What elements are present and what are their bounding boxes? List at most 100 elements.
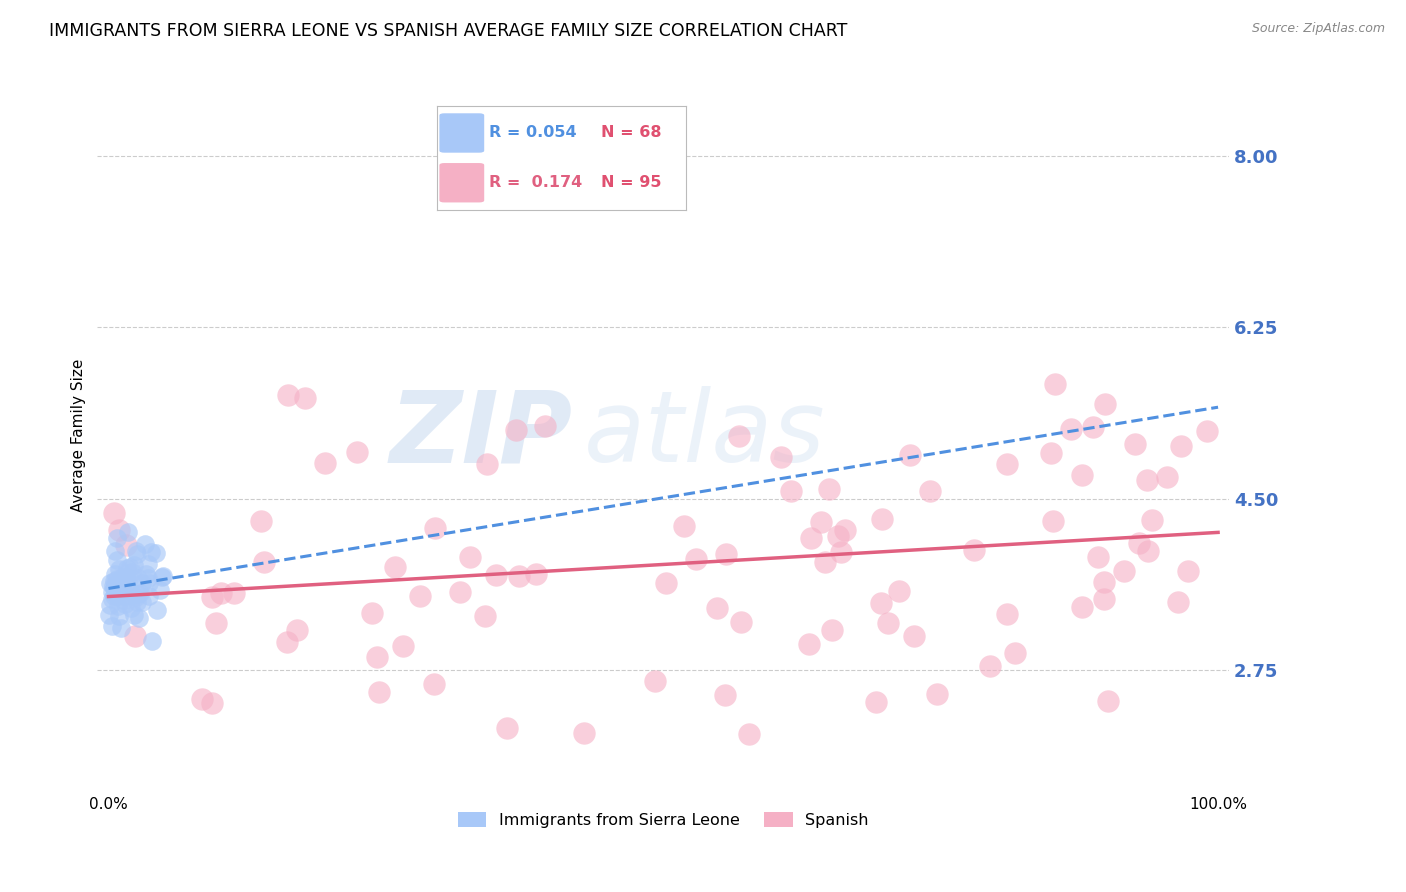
Point: [104, 566, 127, 581]
Point: [869, 596, 891, 610]
Point: [205, 616, 228, 631]
Point: [100, 619, 122, 633]
Point: [827, 528, 849, 542]
Point: [201, 696, 224, 710]
Point: [122, 558, 145, 572]
Point: [117, 524, 139, 539]
Point: [730, 615, 752, 629]
Point: [877, 615, 900, 630]
Point: [277, 388, 299, 402]
Point: [108, 609, 131, 624]
Point: [125, 548, 148, 562]
Point: [384, 560, 406, 574]
Point: [1042, 514, 1064, 528]
Point: [138, 589, 160, 603]
Point: [105, 578, 128, 592]
Text: IMMIGRANTS FROM SIERRA LEONE VS SPANISH AVERAGE FAMILY SIZE CORRELATION CHART: IMMIGRANTS FROM SIERRA LEONE VS SPANISH …: [49, 22, 848, 40]
Point: [118, 560, 141, 574]
Point: [250, 514, 273, 528]
Point: [572, 726, 595, 740]
Point: [1156, 470, 1178, 484]
Point: [110, 575, 132, 590]
Point: [737, 727, 759, 741]
Point: [870, 512, 893, 526]
Point: [1136, 544, 1159, 558]
Point: [475, 457, 498, 471]
Point: [1140, 512, 1163, 526]
Point: [925, 687, 948, 701]
Point: [728, 428, 751, 442]
Point: [115, 560, 138, 574]
Text: ZIP: ZIP: [389, 386, 572, 483]
Point: [191, 691, 214, 706]
Point: [134, 537, 156, 551]
Point: [103, 574, 125, 588]
Point: [1112, 564, 1135, 578]
Point: [276, 635, 298, 649]
Point: [120, 600, 142, 615]
Point: [114, 571, 136, 585]
Point: [115, 570, 138, 584]
Point: [103, 579, 125, 593]
Point: [474, 609, 496, 624]
Point: [127, 571, 149, 585]
Point: [391, 639, 413, 653]
Point: [110, 575, 132, 590]
Point: [125, 544, 148, 558]
Point: [1071, 467, 1094, 482]
Point: [409, 589, 432, 603]
Point: [114, 538, 136, 552]
Point: [810, 516, 832, 530]
Point: [533, 419, 555, 434]
Point: [107, 599, 129, 613]
Point: [112, 584, 135, 599]
Point: [152, 569, 174, 583]
Point: [124, 590, 146, 604]
Point: [111, 575, 134, 590]
Point: [111, 570, 134, 584]
Point: [834, 523, 856, 537]
Point: [865, 695, 887, 709]
Point: [716, 548, 738, 562]
Point: [963, 543, 986, 558]
Point: [150, 570, 173, 584]
Point: [800, 532, 823, 546]
Point: [995, 607, 1018, 621]
Point: [129, 586, 152, 600]
Point: [100, 598, 122, 612]
Point: [425, 521, 447, 535]
Point: [797, 637, 820, 651]
Point: [120, 585, 142, 599]
Point: [779, 483, 801, 498]
Point: [105, 589, 128, 603]
Text: Source: ZipAtlas.com: Source: ZipAtlas.com: [1251, 22, 1385, 36]
Point: [114, 577, 136, 591]
Point: [104, 544, 127, 558]
Point: [1004, 646, 1026, 660]
Point: [814, 555, 837, 569]
Point: [103, 581, 125, 595]
Point: [508, 568, 530, 582]
Point: [125, 595, 148, 609]
Point: [110, 621, 132, 635]
Point: [253, 555, 276, 569]
Point: [1071, 600, 1094, 615]
Point: [1128, 536, 1150, 550]
Point: [1177, 564, 1199, 578]
Point: [346, 444, 368, 458]
Point: [1043, 376, 1066, 391]
Point: [505, 423, 527, 437]
Point: [1092, 575, 1115, 590]
Point: [209, 585, 232, 599]
Point: [995, 457, 1018, 471]
Point: [124, 629, 146, 643]
Point: [131, 595, 153, 609]
Point: [112, 589, 135, 603]
Point: [713, 688, 735, 702]
Point: [136, 557, 159, 571]
Point: [770, 450, 793, 465]
Point: [128, 611, 150, 625]
Point: [139, 544, 162, 558]
Point: [107, 578, 129, 592]
Point: [112, 592, 135, 607]
